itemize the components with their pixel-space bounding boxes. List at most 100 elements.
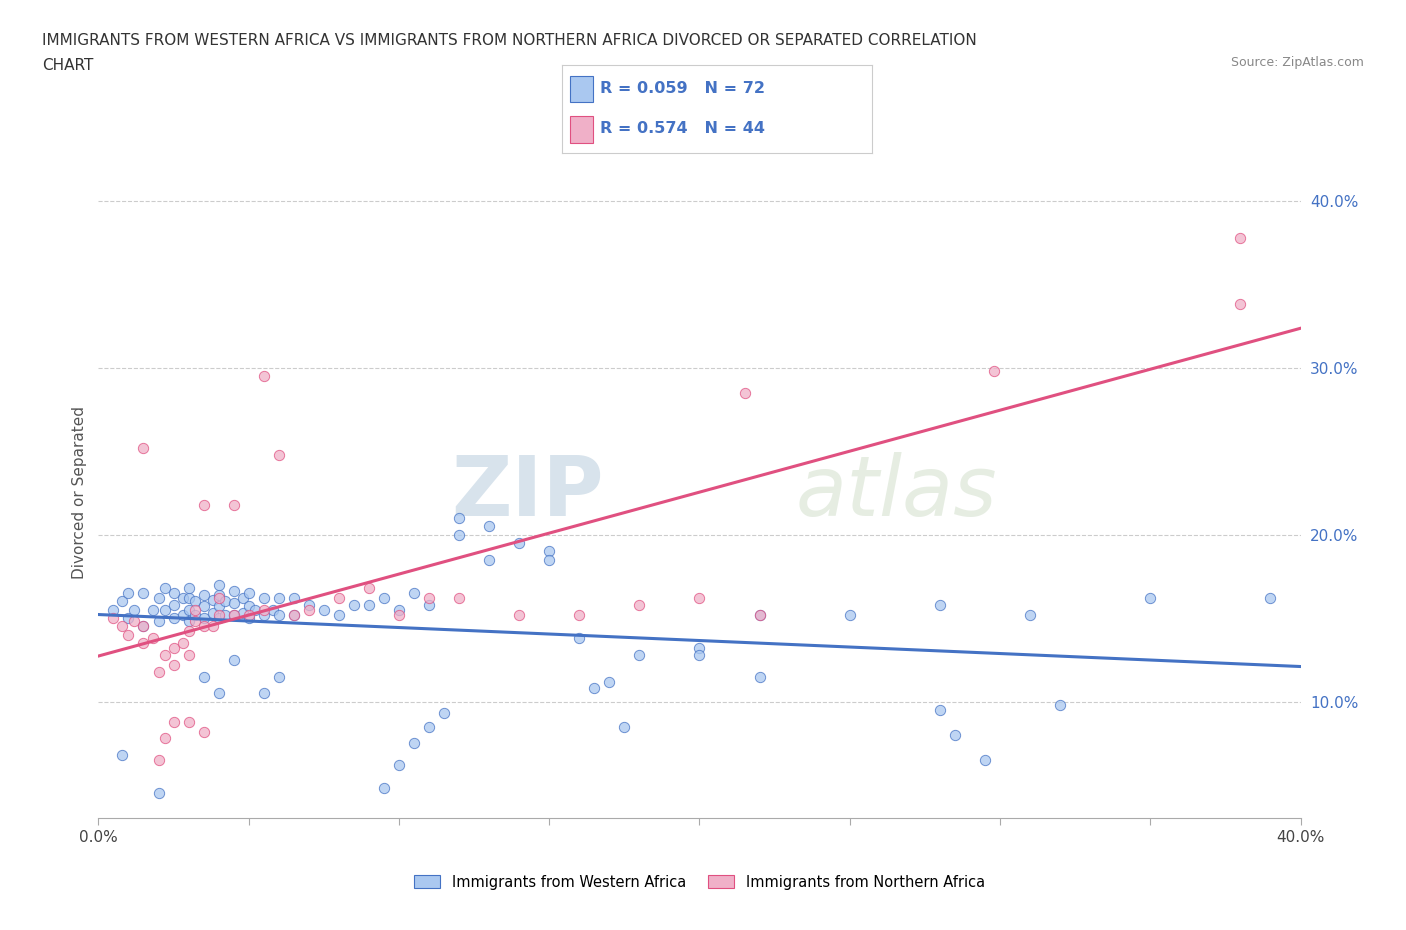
Point (312, 603, 335, 618)
Y-axis label: Divorced or Separated: Divorced or Separated (72, 406, 87, 579)
Point (177, 714, 200, 729)
Point (162, 641, 184, 656)
Point (208, 599, 231, 614)
Text: R = 0.059   N = 72: R = 0.059 N = 72 (599, 82, 765, 97)
Point (357, 580, 380, 595)
Point (214, 607, 236, 622)
Point (388, 758, 411, 773)
Point (538, 552, 561, 567)
Point (402, 736, 425, 751)
Point (193, 724, 215, 739)
Point (689, 647, 711, 662)
Point (943, 727, 966, 742)
Point (283, 591, 305, 605)
Point (613, 719, 636, 734)
Point (983, 364, 1005, 379)
Point (283, 607, 305, 622)
Point (111, 594, 134, 609)
Legend: Immigrants from Western Africa, Immigrants from Northern Africa: Immigrants from Western Africa, Immigran… (408, 869, 991, 896)
Point (183, 603, 205, 618)
Point (418, 591, 440, 605)
Point (214, 594, 236, 609)
Point (153, 603, 176, 618)
Point (343, 597, 366, 612)
Point (447, 527, 470, 542)
Point (689, 591, 711, 605)
Point (568, 631, 591, 645)
Point (183, 594, 205, 609)
Text: Source: ZipAtlas.com: Source: ZipAtlas.com (1230, 56, 1364, 69)
Point (177, 614, 200, 629)
Point (141, 631, 163, 645)
Point (201, 592, 224, 607)
Point (478, 552, 501, 567)
Point (418, 597, 440, 612)
Point (162, 597, 184, 612)
Point (262, 603, 284, 618)
Point (267, 591, 290, 605)
Point (208, 607, 231, 622)
Text: R = 0.574   N = 44: R = 0.574 N = 44 (599, 121, 765, 136)
Point (222, 584, 245, 599)
Point (447, 511, 470, 525)
Point (208, 591, 231, 605)
Point (172, 591, 194, 605)
Point (162, 714, 184, 729)
Point (253, 603, 276, 618)
FancyBboxPatch shape (571, 75, 593, 102)
Point (111, 619, 134, 634)
Point (929, 597, 952, 612)
Point (208, 578, 231, 592)
Text: CHART: CHART (42, 58, 94, 73)
Text: ZIP: ZIP (451, 452, 603, 534)
Point (1229, 297, 1251, 312)
Point (222, 607, 245, 622)
Point (267, 607, 290, 622)
Point (132, 441, 155, 456)
Point (357, 597, 380, 612)
Point (183, 607, 205, 622)
Point (1049, 698, 1071, 712)
Point (177, 647, 200, 662)
Point (1260, 591, 1282, 605)
Point (208, 611, 231, 626)
Point (283, 607, 305, 622)
Point (124, 603, 146, 618)
Point (373, 781, 395, 796)
FancyBboxPatch shape (571, 116, 593, 143)
Point (141, 603, 163, 618)
Point (433, 706, 456, 721)
Point (388, 603, 411, 618)
Point (177, 591, 200, 605)
Point (153, 731, 176, 746)
Point (838, 607, 860, 622)
Point (177, 624, 200, 639)
Point (253, 685, 276, 700)
Point (153, 580, 176, 595)
Point (328, 607, 350, 622)
Point (103, 603, 125, 618)
Point (232, 605, 254, 620)
Point (232, 591, 254, 605)
Point (111, 748, 134, 763)
Point (162, 658, 184, 672)
Point (689, 641, 711, 656)
Point (748, 607, 770, 622)
Point (222, 652, 245, 667)
Point (267, 447, 290, 462)
Point (238, 586, 260, 601)
Point (117, 628, 139, 643)
Point (177, 603, 200, 618)
Point (193, 619, 215, 634)
Point (238, 607, 260, 622)
Point (172, 636, 194, 651)
Point (238, 599, 260, 614)
Point (124, 614, 146, 629)
Point (148, 614, 170, 629)
Point (222, 595, 245, 610)
Point (628, 597, 651, 612)
Point (183, 614, 205, 629)
Point (117, 586, 139, 601)
Point (238, 611, 260, 626)
Point (193, 611, 215, 626)
